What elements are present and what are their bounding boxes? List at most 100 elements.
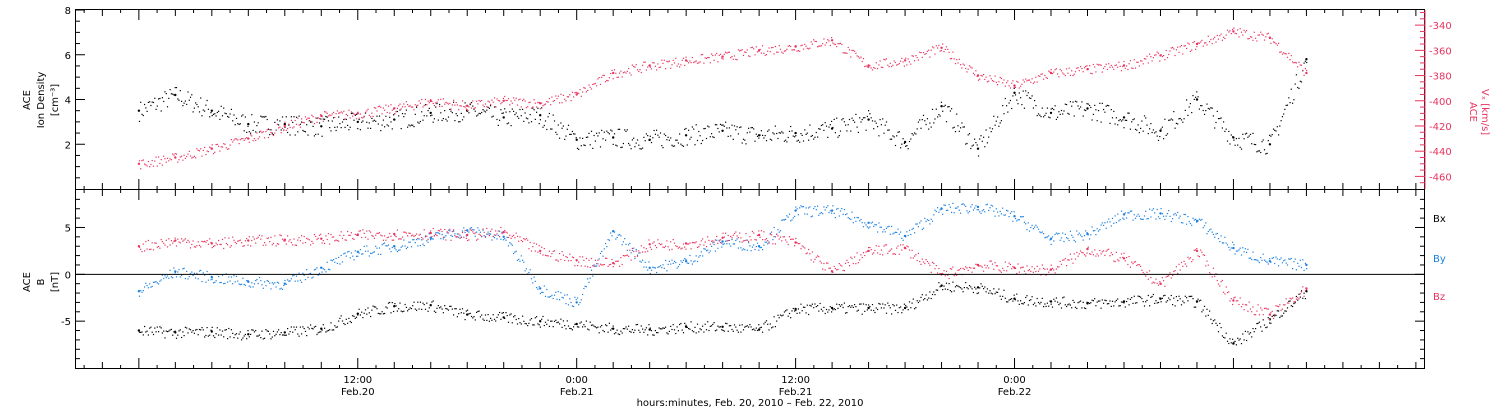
ion-density-sample [841,119,843,121]
bz-sample [1280,309,1282,311]
ion-density-sample [184,100,186,102]
vx-sample [878,64,880,66]
by-sample [1174,212,1176,215]
bz-sample [792,238,794,240]
ion-density-sample [897,131,899,133]
bx-sample [1166,300,1169,302]
by-sample [843,209,845,211]
ion-density-sample [382,119,384,121]
ion-density-sample [922,114,925,116]
bz-sample [142,243,144,245]
bx-sample [645,327,647,329]
vx-sample [980,74,982,77]
by-sample [841,208,843,210]
vx-sample [193,155,195,157]
by-sample [252,286,254,288]
bz-sample [455,236,457,238]
bx-sample [561,326,563,328]
by-sample [439,233,441,235]
bx-sample [1239,338,1241,340]
bx-sample [256,335,258,337]
ion-density-sample [1119,119,1121,121]
ion-density-sample [1071,105,1073,107]
by-sample [407,246,409,248]
ion-density-sample [1286,104,1289,106]
vx-sample [264,137,266,139]
by-sample [640,261,642,263]
bx-sample [862,303,865,305]
by-sample [825,206,828,209]
ion-density-sample [1057,116,1059,118]
bz-sample [707,236,709,238]
bz-sample [1002,267,1004,269]
vx-sample [212,153,215,155]
bz-sample [1276,305,1278,307]
vx-sample [756,51,759,53]
by-sample [713,243,715,246]
bx-sample [866,309,868,311]
ion-density-sample [1212,115,1214,117]
bz-sample [822,268,824,270]
by-sample [1004,214,1006,216]
by-sample [1035,224,1037,226]
bx-sample [767,323,769,325]
by-sample [596,265,598,267]
by-sample [339,263,341,265]
vx-sample [779,48,782,50]
vx-sample [767,50,769,52]
by-sample [708,252,710,254]
bx-sample [427,310,429,312]
ion-density-sample [212,113,215,115]
by-sample [1242,247,1244,249]
by-sample [647,269,649,271]
bx-sample [281,334,284,336]
bx-sample [906,306,908,308]
by-sample [642,259,644,261]
bz-sample [806,252,808,254]
by-sample [1281,262,1283,264]
vx-sample [689,60,691,62]
bz-sample [585,257,587,260]
bx-sample [401,311,404,313]
bx-sample [368,312,370,314]
by-sample [432,238,434,240]
bz-sample [1201,251,1203,253]
bx-sample [403,310,405,312]
ion-density-sample [186,103,188,105]
bx-sample [181,336,183,339]
bx-sample [551,320,553,322]
ion-density-sample [528,122,530,124]
bz-sample [513,234,515,236]
by-sample [377,253,379,255]
by-sample [779,230,782,232]
ion-density-sample [1099,102,1101,104]
bx-sample [174,330,176,332]
bz-point [1195,249,1199,253]
by-sample [181,274,183,277]
bz-sample [1111,254,1114,256]
bx-sample [187,332,189,334]
bz-sample [515,232,517,234]
vx-sample [790,45,792,48]
bx-sample [945,282,948,284]
ion-density-point [1122,116,1126,119]
bz-sample [884,244,886,246]
bx-sample [596,327,598,329]
ion-density-sample [559,137,561,139]
bx-sample [459,308,461,310]
vx-sample [797,50,799,52]
ion-density-sample [553,120,556,122]
by-sample [1225,242,1227,244]
by-sample [145,282,147,284]
by-sample [547,296,549,298]
vx-sample [576,92,579,94]
bz-sample [957,269,959,271]
ion-density-sample [848,118,851,121]
bz-sample [878,245,880,247]
vx-sample [1146,55,1148,57]
bz-sample [428,232,430,234]
bx-point [684,325,688,328]
bx-sample [991,293,994,295]
vx-sample [436,101,438,103]
